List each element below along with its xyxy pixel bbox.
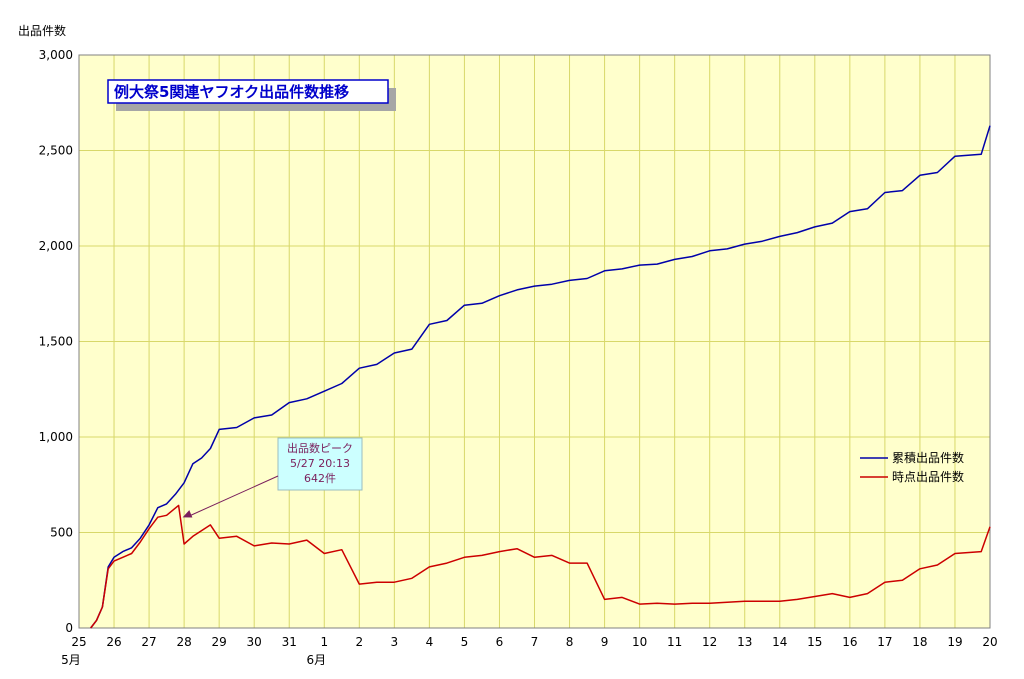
y-tick-label-0: 0 <box>65 621 73 635</box>
x-tick-label-4: 29 <box>212 635 227 649</box>
x-tick-label-5: 30 <box>247 635 262 649</box>
annotation-line-0-2: 642件 <box>304 472 336 485</box>
y-tick-label-2: 1,000 <box>39 430 73 444</box>
x-tick-label-8: 2 <box>355 635 363 649</box>
plot-border <box>78 54 991 629</box>
x-tick-label-2: 27 <box>141 635 156 649</box>
x-tick-label-24: 18 <box>912 635 927 649</box>
y-tick-label-3: 1,500 <box>39 335 73 349</box>
x-tick-label-0: 25 <box>71 635 86 649</box>
x-tick-label-16: 10 <box>632 635 647 649</box>
legend-label-0: 累積出品件数 <box>892 450 964 465</box>
x-tick-label-1: 26 <box>106 635 121 649</box>
annotation-box-0 <box>277 437 363 491</box>
x-tick-label-3: 28 <box>176 635 191 649</box>
series-line-1 <box>90 504 991 629</box>
chart-title: 例大祭5関連ヤフオク出品件数推移 <box>114 83 349 101</box>
x-tick-label-6: 31 <box>282 635 297 649</box>
x-tick-label-11: 5 <box>461 635 469 649</box>
x-tick-label-12: 6 <box>496 635 504 649</box>
x-tick-label-13: 7 <box>531 635 539 649</box>
title-box <box>107 79 389 104</box>
annotation-arrowhead-0 <box>182 510 193 518</box>
x-tick-label-14: 8 <box>566 635 574 649</box>
x-tick-label-7: 1 <box>320 635 328 649</box>
x-tick-label-10: 4 <box>426 635 434 649</box>
annotation-arrow-0 <box>190 475 279 516</box>
x-tick-label-18: 12 <box>702 635 717 649</box>
x-tick-label-17: 11 <box>667 635 682 649</box>
x-tick-label-19: 13 <box>737 635 752 649</box>
y-axis-label: 出品件数 <box>18 23 66 38</box>
month-label-0: 5月 <box>61 653 81 667</box>
x-tick-label-21: 15 <box>807 635 822 649</box>
x-tick-label-15: 9 <box>601 635 609 649</box>
x-tick-label-26: 20 <box>982 635 997 649</box>
y-tick-label-4: 2,000 <box>39 239 73 253</box>
y-tick-label-6: 3,000 <box>39 48 73 62</box>
annotation-line-0-0: 出品数ピーク <box>287 441 353 455</box>
x-tick-label-23: 17 <box>877 635 892 649</box>
legend-label-1: 時点出品件数 <box>892 469 964 484</box>
annotation-line-0-1: 5/27 20:13 <box>290 457 350 470</box>
month-label-1: 6月 <box>306 653 326 667</box>
series-line-0 <box>90 125 991 629</box>
y-tick-label-5: 2,500 <box>39 144 73 158</box>
y-tick-label-1: 500 <box>50 526 73 540</box>
x-tick-label-25: 19 <box>947 635 962 649</box>
x-tick-label-20: 14 <box>772 635 787 649</box>
x-tick-label-9: 3 <box>391 635 399 649</box>
x-tick-label-22: 16 <box>842 635 857 649</box>
